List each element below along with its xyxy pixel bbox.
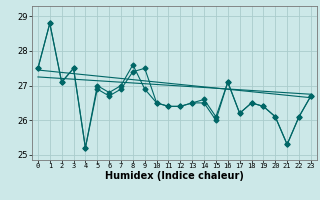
X-axis label: Humidex (Indice chaleur): Humidex (Indice chaleur) xyxy=(105,171,244,181)
